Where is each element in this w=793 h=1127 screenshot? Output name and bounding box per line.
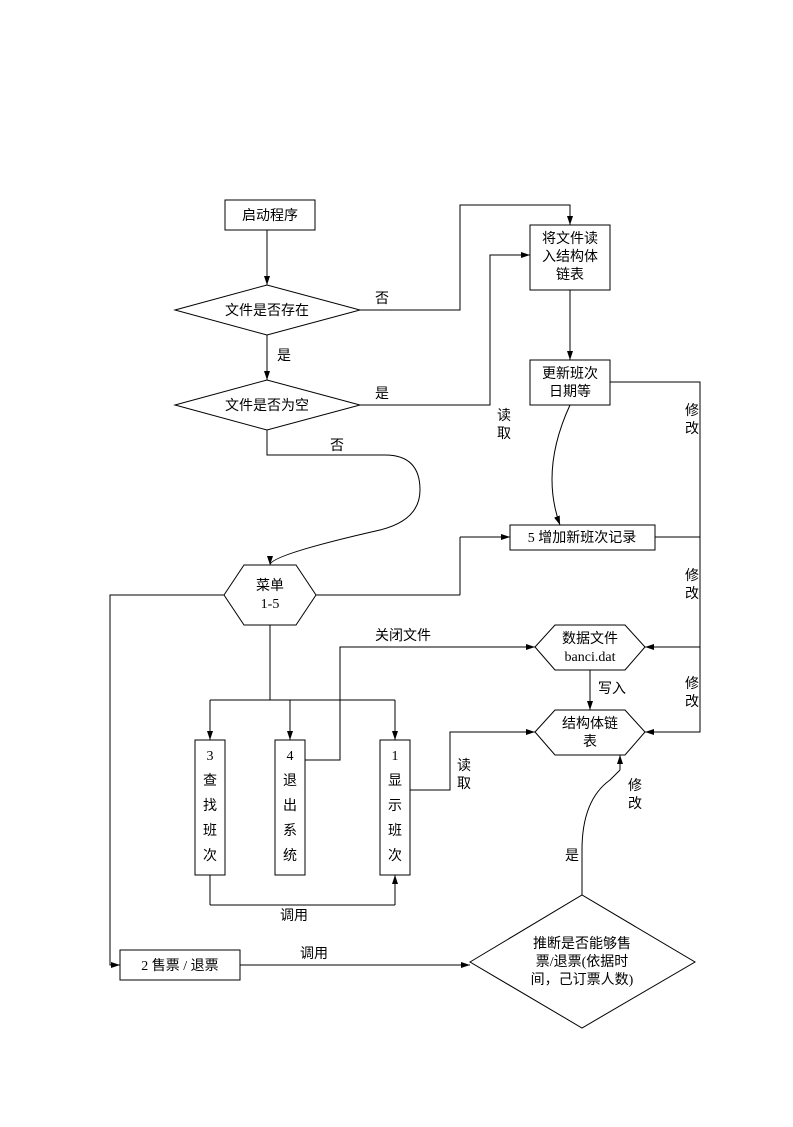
label-readlist-1: 读 bbox=[457, 757, 471, 774]
node-struct-list: 结构体链 表 bbox=[535, 710, 645, 755]
label-call2: 调用 bbox=[300, 946, 328, 962]
node-opt2: 2 售票 / 退票 bbox=[120, 950, 240, 980]
label-update-1: 更新班次 bbox=[542, 366, 598, 382]
svg-text:统: 统 bbox=[283, 848, 297, 864]
svg-text:4: 4 bbox=[287, 749, 294, 764]
label-modify2-1: 修 bbox=[685, 568, 699, 584]
node-start: 启动程序 bbox=[225, 200, 315, 230]
svg-text:退: 退 bbox=[283, 773, 297, 789]
svg-text:查: 查 bbox=[203, 773, 217, 789]
label-read-edge-2: 取 bbox=[497, 427, 511, 442]
label-e3-yes: 是 bbox=[277, 349, 291, 364]
label-update-2: 日期等 bbox=[549, 383, 591, 400]
node-update-date: 更新班次 日期等 bbox=[530, 360, 610, 405]
svg-text:显: 显 bbox=[388, 774, 402, 789]
label-modify1-1: 修 bbox=[685, 403, 699, 419]
svg-text:间，己订票人数): 间，己订票人数) bbox=[531, 972, 634, 988]
svg-text:票/退票(依据时: 票/退票(依据时 bbox=[536, 954, 629, 970]
label-struct-1: 结构体链 bbox=[562, 716, 618, 732]
label-file-empty: 文件是否为空 bbox=[225, 398, 309, 414]
node-opt3: 3 查 找 班 次 bbox=[195, 740, 225, 875]
label-read-file-2: 入结构体 bbox=[542, 249, 598, 265]
label-modify2-2: 改 bbox=[685, 586, 699, 602]
node-read-file: 将文件读 入结构体 链表 bbox=[530, 225, 610, 290]
label-call1: 调用 bbox=[280, 908, 308, 924]
svg-text:次: 次 bbox=[388, 848, 402, 864]
label-start: 启动程序 bbox=[242, 208, 298, 224]
label-modify3-2: 改 bbox=[685, 694, 699, 710]
label-menu-2: 1-5 bbox=[261, 597, 280, 612]
svg-text:3: 3 bbox=[207, 749, 214, 764]
label-e5-no: 否 bbox=[330, 439, 344, 454]
label-read-file-1: 将文件读 bbox=[542, 230, 598, 247]
node-data-file: 数据文件 banci.dat bbox=[535, 625, 645, 670]
label-opt2: 2 售票 / 退票 bbox=[141, 958, 218, 974]
label-datafile-2: banci.dat bbox=[565, 650, 616, 665]
label-menu-1: 菜单 bbox=[256, 578, 284, 594]
label-close: 关闭文件 bbox=[375, 628, 431, 644]
node-menu: 菜单 1-5 bbox=[224, 565, 316, 625]
label-write: 写入 bbox=[598, 682, 626, 697]
svg-text:系: 系 bbox=[283, 823, 297, 839]
label-modify4-2: 改 bbox=[628, 796, 642, 812]
label-e2-no: 否 bbox=[375, 292, 389, 307]
label-datafile-1: 数据文件 bbox=[562, 631, 618, 647]
node-add-record: 5 增加新班次记录 bbox=[510, 525, 655, 550]
node-opt4: 4 退 出 系 统 bbox=[275, 740, 305, 875]
label-modify1-2: 改 bbox=[685, 421, 699, 437]
label-read-edge-1: 读 bbox=[497, 407, 511, 424]
label-e4-yes: 是 bbox=[375, 387, 389, 402]
label-yes-decide: 是 bbox=[565, 849, 579, 864]
label-struct-2: 表 bbox=[583, 734, 597, 750]
label-readlist-2: 取 bbox=[457, 777, 471, 792]
flowchart-svg: 启动程序 文件是否存在 文件是否为空 将文件读 入结构体 链表 更新班次 日期等… bbox=[0, 0, 793, 1122]
label-read-file-3: 链表 bbox=[556, 267, 584, 283]
label-modify3-1: 修 bbox=[685, 676, 699, 692]
svg-text:示: 示 bbox=[388, 799, 402, 814]
svg-text:出: 出 bbox=[283, 798, 297, 814]
label-modify4-1: 修 bbox=[628, 778, 642, 794]
svg-text:1: 1 bbox=[392, 749, 399, 764]
svg-text:推断是否能够售: 推断是否能够售 bbox=[533, 936, 631, 952]
svg-text:班: 班 bbox=[203, 823, 217, 839]
label-file-exists: 文件是否存在 bbox=[225, 303, 309, 319]
svg-text:班: 班 bbox=[388, 823, 402, 839]
svg-text:次: 次 bbox=[203, 848, 217, 864]
svg-text:找: 找 bbox=[203, 798, 217, 814]
node-opt1: 1 显 示 班 次 bbox=[380, 740, 410, 875]
label-add-record: 5 增加新班次记录 bbox=[528, 530, 637, 546]
